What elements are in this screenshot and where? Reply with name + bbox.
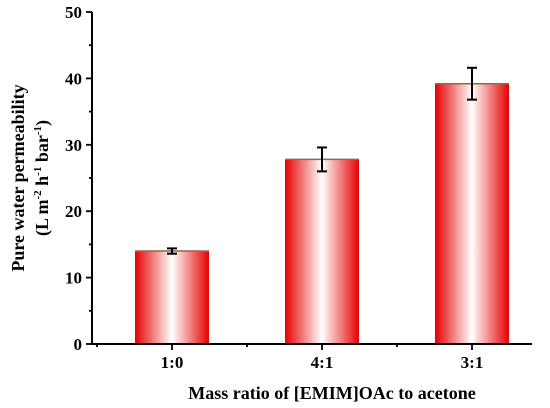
y-tick-label: 30 <box>65 136 82 155</box>
ticks-layer: 0 10 20 30 40 50 1:0 4:1 3:1 <box>65 3 483 372</box>
y-tick-label: 50 <box>65 3 82 22</box>
y-axis-title-line2: (L m-2 h-1 bar-1) <box>32 120 53 236</box>
y-title-text: bar <box>32 135 52 167</box>
errorbar <box>467 66 477 101</box>
y-tick-label: 10 <box>65 269 82 288</box>
y-title-superscript: -2 <box>32 190 44 200</box>
bar-4-1 <box>285 159 359 344</box>
y-tick-label: 0 <box>74 335 83 354</box>
x-tick-label: 1:0 <box>161 353 184 372</box>
y-title-superscript: -1 <box>32 126 44 135</box>
errorbar <box>167 247 177 255</box>
x-tick-label: 3:1 <box>461 353 484 372</box>
bar-3-1 <box>435 83 509 344</box>
errorbars-layer <box>167 66 477 255</box>
y-axis-title-line1: Pure water permeability <box>8 84 28 271</box>
y-axis-title: Pure water permeability (L m-2 h-1 bar-1… <box>8 84 53 271</box>
y-title-text: ) <box>32 120 53 126</box>
y-tick-label: 40 <box>65 69 82 88</box>
bar-1-0 <box>135 251 209 344</box>
y-title-text: (L m <box>32 200 53 237</box>
errorbar <box>317 146 327 173</box>
x-axis-title: Mass ratio of [EMIM]OAc to acetone <box>188 383 475 403</box>
y-title-text: h <box>32 176 52 191</box>
bars-layer <box>135 82 509 344</box>
y-title-superscript: -1 <box>32 167 44 176</box>
y-tick-label: 20 <box>65 202 82 221</box>
x-tick-label: 4:1 <box>311 353 334 372</box>
